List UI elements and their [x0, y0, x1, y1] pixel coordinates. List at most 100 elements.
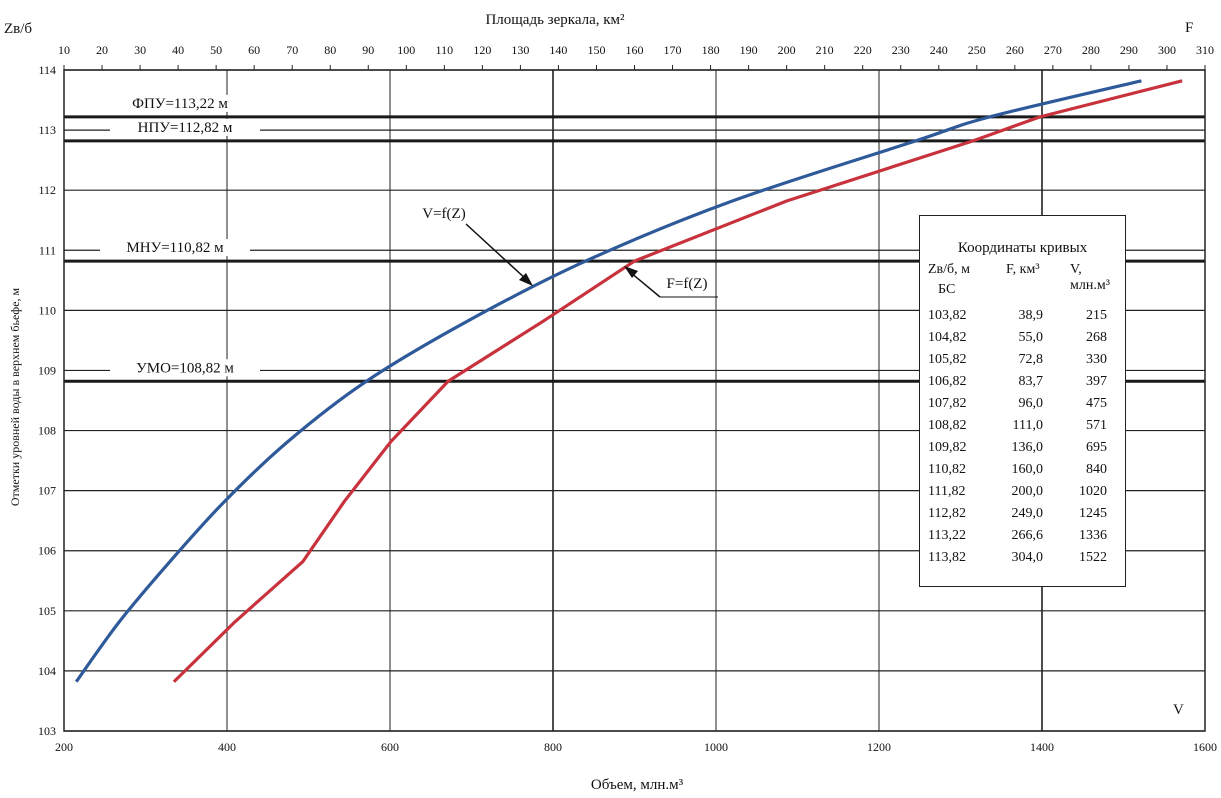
y-tick-label: 112 — [38, 183, 56, 197]
table-cell-v: 695 — [1086, 440, 1107, 455]
bottom-axis-corner-label: V — [1173, 702, 1184, 718]
table-cell-f: 55,0 — [1018, 330, 1044, 345]
level-label-bg — [100, 239, 250, 257]
table-row: 110,82 160,0 840 — [920, 462, 1125, 484]
y-axis-label: Отметки уровней воды в верхнем бьефе, м — [8, 287, 22, 506]
level-lines: ФПУ=113,22 м НПУ=112,82 м МНУ=110,82 м УМО=… — [64, 94, 1205, 383]
pointer-f-of-z — [629, 271, 661, 298]
y-tick-label: 110 — [38, 303, 56, 317]
table-row: 111,82 200,0 1020 — [920, 484, 1125, 506]
top-tick-label: 270 — [1044, 43, 1062, 57]
curve-v-of-z — [74, 79, 1142, 683]
x-tick-label: 1200 — [867, 740, 891, 754]
top-tick-label: 90 — [362, 43, 374, 57]
top-tick-label: 260 — [1006, 43, 1024, 57]
curve-f-of-z — [172, 79, 1183, 683]
table-cell-v: 330 — [1086, 352, 1107, 367]
table-cell-v: 1020 — [1079, 484, 1107, 499]
table-cell-f: 38,9 — [1018, 308, 1044, 323]
y-tick-label: 107 — [38, 484, 56, 498]
table-header-f: F, км³ — [1006, 262, 1040, 277]
table-title: Координаты кривых — [957, 240, 1088, 256]
top-tick-label: 230 — [892, 43, 910, 57]
x-tick-label: 800 — [544, 740, 562, 754]
top-tick-label: 170 — [664, 43, 682, 57]
top-tick-label: 150 — [587, 43, 605, 57]
table-cell-v: 1336 — [1079, 528, 1107, 543]
table-row: 105,82 72,8 330 — [920, 352, 1125, 374]
table-cell-z: 112,82 — [928, 506, 966, 521]
level-label-bg — [110, 359, 260, 377]
x-tick-label: 1400 — [1030, 740, 1054, 754]
top-tick-label: 10 — [58, 43, 70, 57]
top-tick-label: 130 — [511, 43, 529, 57]
top-tick-label: 50 — [210, 43, 222, 57]
curves — [74, 79, 1183, 683]
top-tick-label: 80 — [324, 43, 336, 57]
top-tick-label: 180 — [702, 43, 720, 57]
top-tick-label: 190 — [740, 43, 758, 57]
top-tick-label: 220 — [854, 43, 872, 57]
y-tick-label: 104 — [38, 664, 56, 678]
table-cell-f: 96,0 — [1018, 396, 1044, 411]
table-cell-v: 475 — [1086, 396, 1107, 411]
table-cell-f: 160,0 — [1011, 462, 1044, 477]
table-cell-v: 268 — [1086, 330, 1107, 345]
table-cell-f: 304,0 — [1011, 550, 1044, 565]
x-tick-label: 1000 — [704, 740, 728, 754]
top-tick-label: 300 — [1158, 43, 1176, 57]
top-tick-label: 40 — [172, 43, 184, 57]
top-tick-label: 100 — [397, 43, 415, 57]
table-row: 112,82 249,0 1245 — [920, 506, 1125, 528]
curve-annotations: V=f(Z) F=f(Z) — [422, 206, 718, 298]
top-tick-label: 250 — [968, 43, 986, 57]
y-tick-label: 113 — [38, 123, 56, 137]
level-label: МНУ=110,82 м — [126, 240, 224, 256]
table-cell-f: 266,6 — [1011, 528, 1044, 543]
table-cell-f: 83,7 — [1018, 374, 1044, 389]
label-v-of-z: V=f(Z) — [422, 206, 465, 222]
y-tick-label: 108 — [38, 424, 56, 438]
axis-labels: Площадь зеркала, км² Объем, млн.м³ Отмет… — [4, 12, 1193, 793]
top-axis-label: Площадь зеркала, км² — [485, 12, 625, 28]
table-row: 108,82 111,0 571 — [920, 418, 1125, 440]
pointer-f-arrowhead — [624, 266, 638, 278]
y-tick-label: 106 — [38, 544, 56, 558]
table-row: 104,82 55,0 268 — [920, 330, 1125, 352]
pointer-v-of-z — [465, 223, 528, 281]
table-row: 109,82 136,0 695 — [920, 440, 1125, 462]
top-tick-label: 140 — [549, 43, 567, 57]
axis-ticks: 103 104 105 106 107 108 109 110 111 112 113 114 200 4… — [38, 43, 1217, 754]
table-cell-z: 109,82 — [928, 440, 967, 455]
table-cell-v: 1245 — [1079, 506, 1107, 521]
table-cell-z: 107,82 — [928, 396, 967, 411]
coordinates-table: Координаты кривых Zв/б, м F, км³ V, млн.… — [919, 215, 1126, 587]
level-label-bg — [105, 94, 255, 112]
y-tick-label: 109 — [38, 363, 56, 377]
x-tick-label: 600 — [381, 740, 399, 754]
label-f-of-z: F=f(Z) — [667, 276, 708, 292]
level-label-bg — [110, 118, 260, 136]
top-tick-label: 290 — [1120, 43, 1138, 57]
table-cell-v: 840 — [1086, 462, 1107, 477]
table-cell-z: 106,82 — [928, 374, 967, 389]
table-row: 113,82 304,0 1522 — [920, 550, 1125, 572]
x-axis-label: Объем, млн.м³ — [591, 777, 684, 793]
level-label: ФПУ=113,22 м — [132, 96, 228, 112]
table-row: 113,22 266,6 1336 — [920, 528, 1125, 550]
x-tick-label: 400 — [218, 740, 236, 754]
y-axis-title: Zв/б — [4, 21, 32, 37]
table-cell-f: 249,0 — [1011, 506, 1044, 521]
table-cell-z: 108,82 — [928, 418, 967, 433]
level-label: НПУ=112,82 м — [138, 120, 233, 136]
top-tick-label: 120 — [473, 43, 491, 57]
table-row: 103,82 38,9 215 — [920, 308, 1125, 330]
top-tick-label: 110 — [436, 43, 454, 57]
table-cell-z: 110,82 — [928, 462, 966, 477]
top-tick-label: 30 — [134, 43, 146, 57]
top-tick-label: 160 — [626, 43, 644, 57]
table-row: 107,82 96,0 475 — [920, 396, 1125, 418]
y-tick-label: 114 — [38, 63, 56, 77]
top-tick-label: 60 — [248, 43, 260, 57]
